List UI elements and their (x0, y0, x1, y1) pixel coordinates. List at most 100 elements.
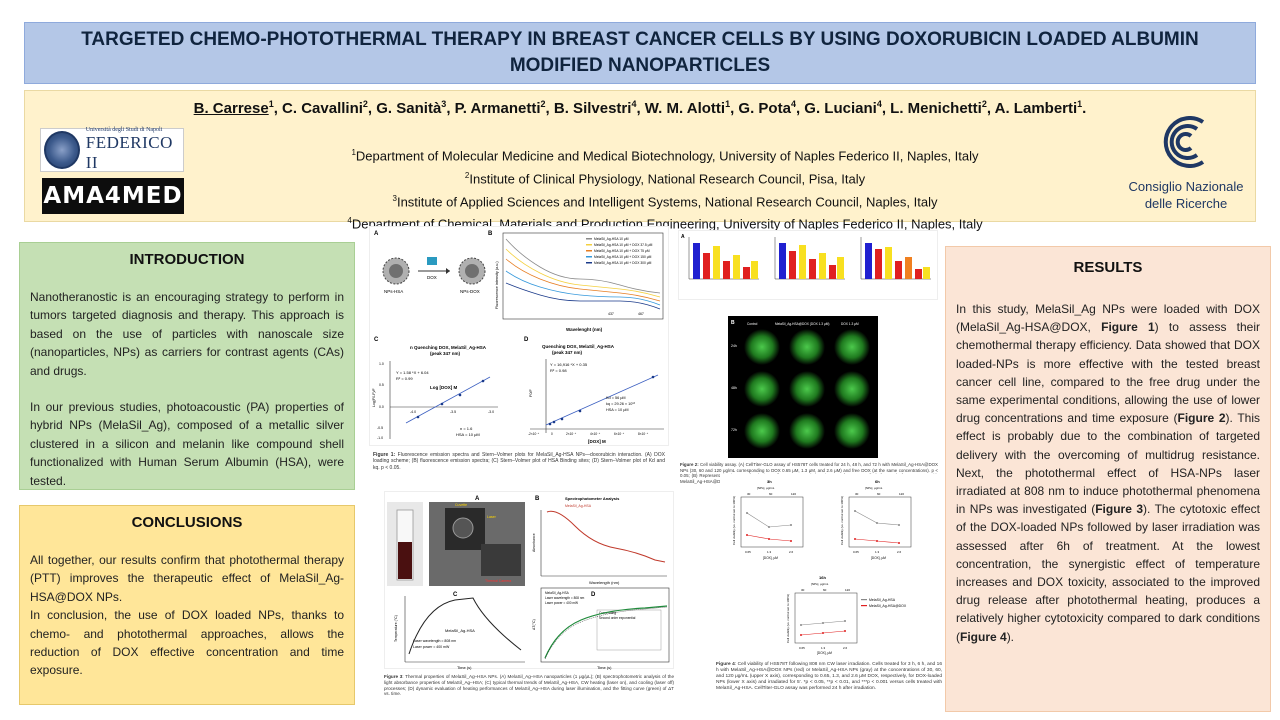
bar (829, 265, 836, 279)
setup-label: Laser (487, 515, 497, 519)
data-point (746, 512, 748, 514)
chart-note: n = 1.6 (460, 426, 473, 431)
conclusions-paragraph: All together, our results confirm that p… (30, 553, 344, 604)
author-name: W. M. Alotti (644, 100, 726, 117)
figure-1-caption: Figure 1: Fluorescence emission spectra … (373, 452, 665, 471)
panel-label: A (681, 234, 685, 240)
tick-label: 2.6 (789, 550, 794, 554)
np-hsa-label: NPs-HSA (384, 289, 403, 294)
chart-title: Spectrophotometer Analysis (565, 496, 620, 501)
tick-label: 0.5 (379, 383, 384, 387)
spectrum-line (505, 270, 661, 306)
chart-title: 16h (819, 575, 826, 580)
bar (895, 261, 902, 279)
data-point (416, 415, 420, 419)
tick-label: 120 (791, 492, 796, 496)
tick-label: 30 (855, 492, 859, 496)
panel-label: B (731, 320, 735, 326)
legend-entry: MelaSil_Ag-HSA 10 μM + DOX 300 μM (594, 261, 652, 265)
fit-curve (544, 605, 668, 659)
tick-label: 30 (801, 588, 805, 592)
author-sup: 4 (631, 99, 637, 109)
spectrum-line (505, 258, 661, 302)
introduction-heading: INTRODUCTION (129, 251, 245, 268)
author-sup: 3 (441, 99, 447, 109)
fit-parameter-table (596, 609, 662, 651)
figure-4-legend: MelaSil_Ag-HSA MelaSil_Ag-HSA@DOX (861, 598, 907, 608)
panel-label: B (488, 231, 493, 237)
regression-r2: R² = 0.98 (550, 368, 567, 373)
author-name: B. Carrese (193, 100, 269, 117)
data-point (800, 624, 802, 626)
panel-label: A (475, 496, 480, 502)
axis-label: Absorbance (532, 533, 536, 552)
tick-label: 1.3 (767, 550, 772, 554)
tick-label: -0.5 (377, 426, 383, 430)
well-image (834, 371, 870, 407)
author-name: P. Armanetti (454, 100, 541, 117)
figure-2b-fluorescence-images: B Control MelaSil_Ag-HSA@DOX (DOX 1.3 μM… (728, 316, 878, 458)
author-sup: 2 (981, 99, 987, 109)
bar (837, 257, 844, 279)
measured-curve (544, 606, 668, 660)
author-sup: 2 (540, 99, 546, 109)
chart-note: HSA = 10 μM (456, 432, 480, 437)
legend-entry: MelaSil_Ag-HSA 10 μM (594, 237, 629, 241)
legend-entry: Laser power = 400 mW (545, 601, 578, 605)
ama4med-logo: AMA4MED (42, 178, 184, 214)
author-name: B. Silvestri (553, 100, 632, 117)
tick-label: 8×10⁻⁴ (638, 432, 649, 436)
data-point (844, 630, 846, 632)
spectra-legend: MelaSil_Ag-HSA 10 μM MelaSil_Ag-HSA 10 μ… (586, 237, 653, 265)
spectrum-line (505, 248, 661, 298)
tick-label: -3.5 (450, 410, 456, 414)
poster-title: TARGETED CHEMO-PHOTOTHERMAL THERAPY IN B… (81, 29, 1199, 76)
results-text: In this study, MelaSil_Ag NPs were loade… (956, 302, 1260, 335)
chart-note: Laser power = 400 mW (413, 645, 450, 649)
row-label: 24h (731, 344, 737, 348)
affiliation-sup: 2 (464, 170, 470, 180)
axis-label: Time (s) (597, 665, 612, 670)
viability-chart-6h: 6h [NPs], μg/mL 30 60 120 0.65 1.3 2.6 [… (840, 479, 912, 560)
regression-equation: Y = 1.58 *X + 6.04 (396, 370, 429, 375)
chart-note: kq = 29.26 × 10¹³ (606, 402, 636, 406)
author-list: B. Carrese1, C. Cavallini2, G. Sanità3, … (193, 99, 1087, 117)
caption-text: : Cell viability of HS578T following 808… (716, 662, 942, 691)
cnr-logo-line: Consiglio Nazionale (1128, 179, 1244, 194)
chart-subtitle: (peak 347 nm) (430, 351, 461, 356)
axis-label: Temperature (°C) (394, 615, 398, 642)
np-core-icon (389, 264, 403, 278)
affiliation-text: Institute of Clinical Physiology, Nation… (469, 171, 866, 187)
top-axis-label: [NPs], μg/mL (757, 486, 775, 490)
author-name: C. Cavallini (282, 100, 363, 117)
tick-label: -3.0 (488, 410, 494, 414)
data-point (552, 420, 556, 424)
fit-table-title: Curve fitting (599, 611, 616, 615)
axis-label: Log(F0-F)/F (372, 388, 376, 407)
results-text: ). The cytotoxic effect of the DOX-loade… (956, 502, 1260, 644)
data-point (898, 542, 900, 544)
caption-label: Figure 4 (716, 662, 735, 667)
poster-title-box: TARGETED CHEMO-PHOTOTHERMAL THERAPY IN B… (24, 22, 1256, 84)
axis-label: Wavelength (nm) (589, 580, 620, 585)
tick-label: 0.65 (799, 646, 805, 650)
legend-entry: MelaSil_Ag-HSA (869, 598, 896, 602)
federico-ii-logo: Università degli Studi di Napoli FEDERIC… (40, 127, 184, 172)
conclusions-heading: CONCLUSIONS (131, 514, 243, 531)
tick-label: 0.65 (745, 550, 751, 554)
regression-r2: R² = 0.99 (396, 376, 413, 381)
tick-label: 2.6 (897, 550, 902, 554)
bar (779, 243, 786, 279)
x-ticks: -2×10⁻⁴ 0 2×10⁻⁴ 4×10⁻⁴ 6×10⁻⁴ 8×10⁻⁴ (528, 432, 649, 436)
author-name: A. Lamberti (994, 100, 1078, 117)
figure-reference: Figure 3 (1095, 502, 1144, 517)
author-sup: 1 (268, 99, 274, 109)
axis-label: Log [DOX] M (430, 385, 457, 390)
bar-chart-48h (774, 237, 845, 280)
spectra-axes (502, 232, 664, 320)
panel-label: B (535, 496, 540, 502)
caption-text: : Thermal properties of MelaSil_Ag–HSA N… (384, 674, 674, 697)
tick-label: 60 (769, 492, 773, 496)
thermal-trend-curve (408, 597, 522, 655)
results-text: ). (1006, 629, 1015, 644)
